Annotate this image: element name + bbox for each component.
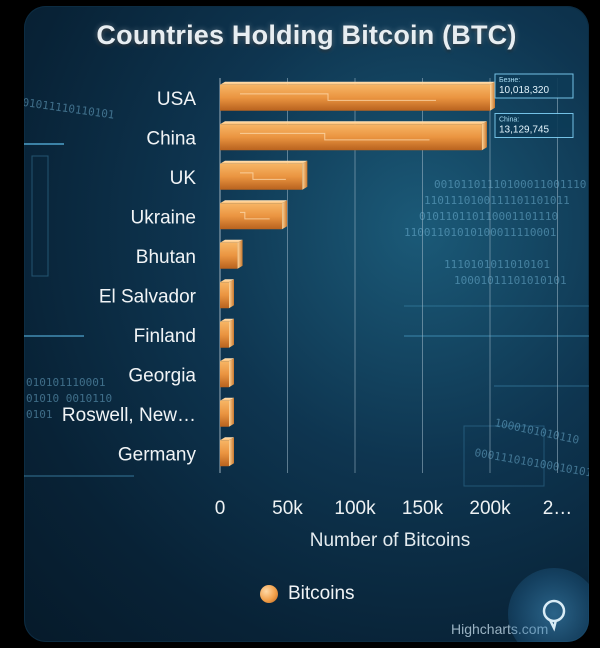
bar-top-face (220, 318, 234, 322)
legend[interactable]: Bitcoins (260, 583, 355, 605)
bar[interactable] (220, 437, 234, 467)
bar-front-face (220, 282, 229, 309)
bar-end-face (282, 200, 288, 230)
svg-text:01010 0010110: 01010 0010110 (26, 392, 112, 405)
bar[interactable] (220, 81, 495, 111)
bar[interactable] (220, 397, 234, 427)
callout-prefix: Безне: (499, 77, 520, 84)
help-button[interactable] (508, 568, 589, 642)
bar-top-face (220, 200, 288, 204)
bar[interactable] (220, 160, 308, 190)
bar-front-face (220, 440, 229, 467)
bar-end-face (490, 81, 495, 111)
bar-end-face (229, 279, 234, 309)
legend-swatch (260, 585, 278, 603)
x-tick-label: 50k (272, 498, 303, 519)
x-tick-label: 2… (543, 498, 573, 519)
chat-bubble-icon (542, 599, 566, 632)
bar-top-face (220, 279, 234, 283)
circuit-trace (240, 132, 430, 141)
bar[interactable] (220, 358, 234, 388)
bar-callout: Безне:10,018,320 (494, 73, 574, 99)
bar-top-face (220, 160, 308, 164)
bar-front-face (220, 124, 482, 151)
bar-top-face (220, 437, 234, 441)
bar[interactable] (220, 200, 288, 230)
y-axis-labels: USA China UK Ukraine Bhutan El Salvador Finlan… (62, 89, 197, 466)
svg-text:01011110110101: 01011110110101 (24, 96, 115, 122)
bar-chart: 01011110110101 010101110001 01010 001011… (24, 73, 589, 551)
category-label: UK (170, 168, 197, 189)
category-label: Georgia (128, 365, 196, 386)
bar-top-face (220, 358, 234, 362)
category-label: Bhutan (136, 247, 196, 268)
x-tick-label: 200k (469, 498, 511, 519)
circuit-trace (240, 172, 286, 180)
x-tick-label: 100k (334, 498, 376, 519)
svg-text:11001101010100011110001: 11001101010100011110001 (404, 226, 556, 239)
category-label: Roswell, New… (62, 405, 196, 426)
category-label: Germany (118, 444, 197, 465)
bar[interactable] (220, 318, 234, 348)
category-label: China (146, 128, 196, 149)
bar-end-face (229, 397, 234, 427)
bar-end-face (302, 160, 308, 190)
circuit-trace (240, 93, 436, 101)
category-label: USA (157, 89, 196, 110)
bar-top-face (220, 81, 495, 85)
callout-value: 10,018,320 (499, 85, 549, 96)
svg-text:010110110110001101110: 010110110110001101110 (419, 210, 558, 223)
svg-text:010101110001: 010101110001 (26, 376, 105, 389)
x-axis-title: Number of Bitcoins (310, 530, 471, 551)
legend-item-bitcoins: Bitcoins (288, 583, 355, 604)
bar-front-face (220, 163, 303, 190)
bar-front-face (220, 400, 229, 427)
bar-end-face (229, 437, 234, 467)
svg-text:10001011101010101: 10001011101010101 (454, 274, 567, 287)
bar-end-face (481, 121, 487, 151)
bar-front-face (220, 203, 283, 230)
bar-series (220, 81, 495, 467)
callout-prefix: China: (499, 117, 519, 124)
circuit-trace (240, 211, 270, 220)
bar-top-face (220, 239, 243, 243)
callout-value: 13,129,745 (499, 125, 549, 136)
x-tick-label: 0 (215, 498, 226, 519)
svg-text:1110101011010101: 1110101011010101 (444, 258, 550, 271)
bar-end-face (237, 239, 243, 269)
category-label: Ukraine (131, 207, 196, 228)
x-axis-labels: 0 50k 100k 150k 200k 2… (215, 498, 573, 519)
category-label: Finland (134, 326, 196, 347)
bar-top-face (220, 397, 234, 401)
bar-top-face (220, 121, 487, 125)
callout-box (494, 73, 574, 99)
svg-text:00101101110100011001110: 00101101110100011001110 (434, 178, 586, 191)
bar-front-face (220, 242, 238, 269)
chart-card: 01011110110101 010101110001 01010 001011… (24, 6, 589, 642)
callout-box (494, 113, 574, 138)
x-tick-label: 150k (402, 498, 444, 519)
svg-text:1000101010110: 1000101010110 (493, 416, 580, 447)
bar-callouts: Безне:10,018,320 China:13,129,745 (494, 73, 574, 138)
bar[interactable] (220, 239, 243, 269)
bar-end-face (229, 358, 234, 388)
category-label: El Salvador (99, 286, 197, 307)
bar-front-face (220, 321, 229, 348)
bar-callout: China:13,129,745 (494, 113, 574, 138)
bar-front-face (220, 84, 490, 111)
chart-title: Countries Holding Bitcoin (BTC) (96, 20, 517, 50)
bar-front-face (220, 361, 229, 388)
bar[interactable] (220, 121, 487, 151)
svg-text:0101: 0101 (26, 408, 53, 421)
bar[interactable] (220, 279, 234, 309)
svg-text:0001110101000101010: 0001110101000101010 (473, 446, 589, 481)
bar-end-face (229, 318, 234, 348)
svg-text:1101110100111101101011: 1101110100111101101011 (424, 194, 570, 207)
